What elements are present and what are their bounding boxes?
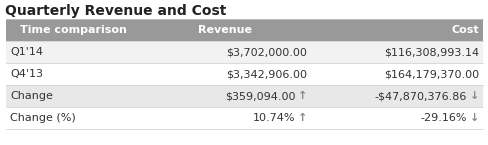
Text: Change: Change: [10, 91, 53, 101]
Text: ↑: ↑: [297, 113, 306, 123]
FancyBboxPatch shape: [6, 19, 140, 41]
FancyBboxPatch shape: [6, 63, 140, 85]
FancyBboxPatch shape: [140, 107, 310, 129]
Text: $164,179,370.00: $164,179,370.00: [383, 69, 478, 79]
FancyBboxPatch shape: [140, 85, 310, 107]
Text: Quarterly Revenue and Cost: Quarterly Revenue and Cost: [5, 4, 226, 18]
FancyBboxPatch shape: [6, 107, 140, 129]
FancyBboxPatch shape: [310, 63, 482, 85]
FancyBboxPatch shape: [6, 41, 140, 63]
Text: $3,342,906.00: $3,342,906.00: [226, 69, 306, 79]
Text: Q1'14: Q1'14: [10, 47, 43, 57]
FancyBboxPatch shape: [310, 107, 482, 129]
Text: -29.16%: -29.16%: [419, 113, 466, 123]
Text: Revenue: Revenue: [198, 25, 252, 35]
Text: Cost: Cost: [450, 25, 478, 35]
FancyBboxPatch shape: [310, 19, 482, 41]
FancyBboxPatch shape: [140, 19, 310, 41]
Text: ↓: ↓: [468, 113, 478, 123]
Text: $116,308,993.14: $116,308,993.14: [383, 47, 478, 57]
FancyBboxPatch shape: [140, 63, 310, 85]
Text: $359,094.00: $359,094.00: [224, 91, 295, 101]
FancyBboxPatch shape: [140, 41, 310, 63]
Text: 10.74%: 10.74%: [252, 113, 295, 123]
FancyBboxPatch shape: [6, 85, 140, 107]
FancyBboxPatch shape: [310, 41, 482, 63]
Text: Q4'13: Q4'13: [10, 69, 43, 79]
Text: -$47,870,376.86: -$47,870,376.86: [373, 91, 466, 101]
Text: $3,702,000.00: $3,702,000.00: [226, 47, 306, 57]
Text: ↑: ↑: [297, 91, 306, 101]
FancyBboxPatch shape: [310, 85, 482, 107]
Text: Change (%): Change (%): [10, 113, 76, 123]
Text: Time comparison: Time comparison: [20, 25, 126, 35]
Text: ↓: ↓: [468, 91, 478, 101]
